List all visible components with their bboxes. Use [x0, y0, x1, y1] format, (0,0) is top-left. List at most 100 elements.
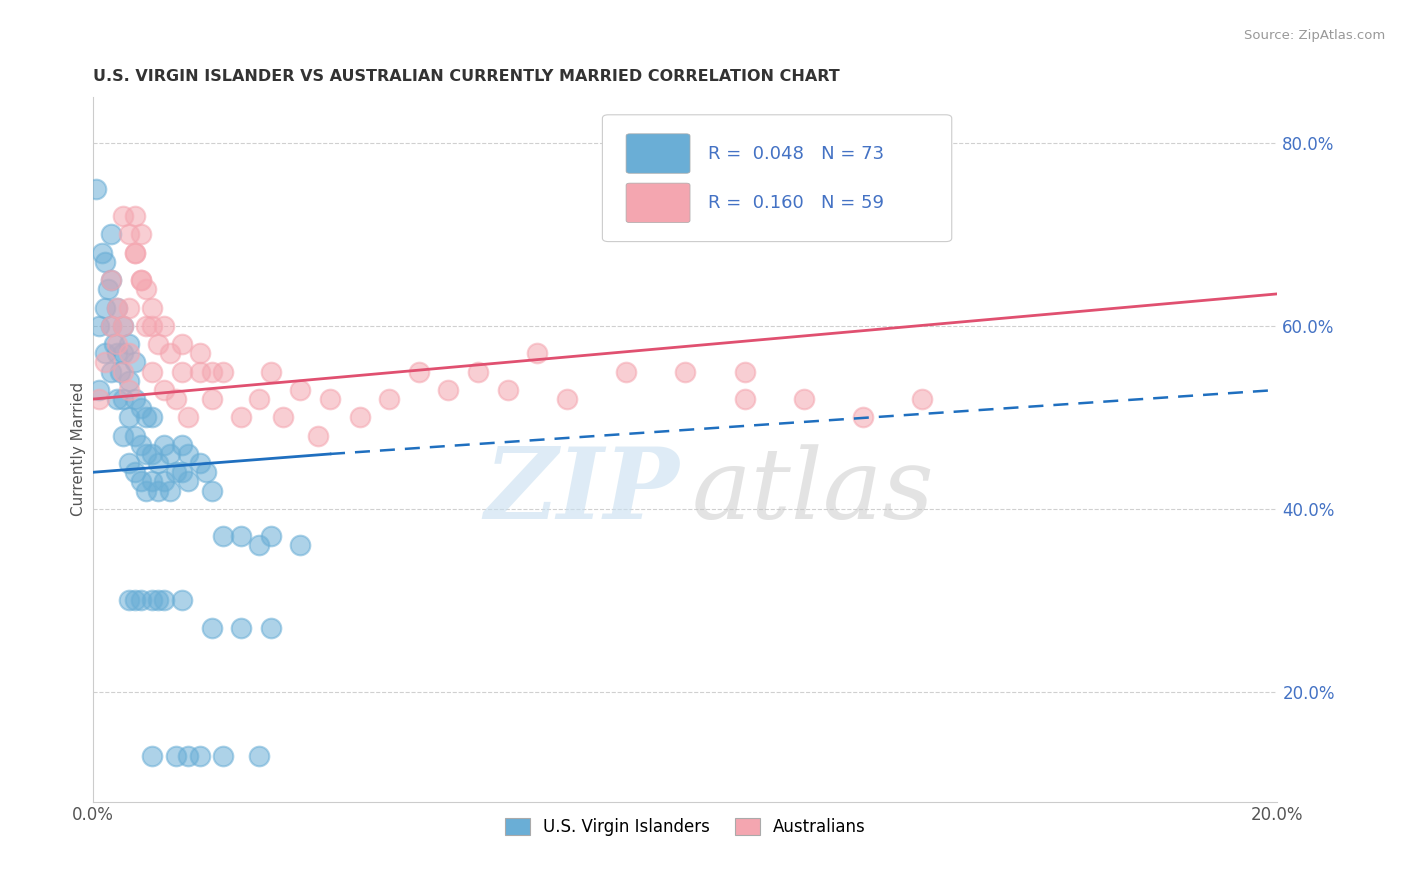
Point	[148, 456, 170, 470]
Point	[129, 273, 152, 287]
Point	[159, 483, 181, 498]
Point	[177, 410, 200, 425]
Point	[118, 301, 141, 315]
Point	[141, 748, 163, 763]
Point	[124, 465, 146, 479]
Point	[911, 392, 934, 406]
Point	[201, 621, 224, 635]
Point	[271, 410, 294, 425]
Point	[247, 538, 270, 552]
Point	[201, 392, 224, 406]
Point	[141, 447, 163, 461]
Point	[129, 438, 152, 452]
Point	[111, 318, 134, 333]
Point	[793, 392, 815, 406]
Point	[165, 748, 187, 763]
Point	[260, 365, 283, 379]
Point	[188, 365, 211, 379]
Point	[124, 245, 146, 260]
Point	[118, 374, 141, 388]
Point	[94, 255, 117, 269]
Text: R =  0.160   N = 59: R = 0.160 N = 59	[707, 194, 884, 211]
Point	[437, 383, 460, 397]
Point	[188, 748, 211, 763]
Point	[170, 465, 193, 479]
Point	[188, 346, 211, 360]
FancyBboxPatch shape	[626, 183, 690, 223]
Point	[105, 301, 128, 315]
Point	[111, 428, 134, 442]
Point	[129, 475, 152, 489]
Point	[87, 383, 110, 397]
Point	[467, 365, 489, 379]
Point	[165, 465, 187, 479]
Point	[97, 282, 120, 296]
Point	[100, 365, 122, 379]
Point	[111, 318, 134, 333]
Point	[111, 346, 134, 360]
Point	[118, 456, 141, 470]
Point	[177, 748, 200, 763]
Point	[118, 227, 141, 242]
Point	[852, 410, 875, 425]
Point	[105, 337, 128, 351]
Point	[124, 355, 146, 369]
Text: ZIP: ZIP	[485, 443, 679, 540]
Point	[177, 447, 200, 461]
Point	[734, 365, 756, 379]
Point	[170, 438, 193, 452]
Point	[100, 318, 122, 333]
Point	[148, 593, 170, 607]
Point	[124, 209, 146, 223]
Point	[247, 392, 270, 406]
Point	[153, 475, 176, 489]
Point	[135, 410, 157, 425]
Point	[124, 428, 146, 442]
FancyBboxPatch shape	[602, 115, 952, 242]
Point	[247, 748, 270, 763]
Point	[212, 365, 235, 379]
Point	[148, 483, 170, 498]
Point	[319, 392, 342, 406]
FancyBboxPatch shape	[626, 134, 690, 173]
Point	[105, 301, 128, 315]
Point	[141, 410, 163, 425]
Point	[496, 383, 519, 397]
Point	[170, 593, 193, 607]
Point	[118, 410, 141, 425]
Point	[135, 318, 157, 333]
Text: R =  0.048   N = 73: R = 0.048 N = 73	[707, 145, 884, 162]
Point	[153, 593, 176, 607]
Text: U.S. VIRGIN ISLANDER VS AUSTRALIAN CURRENTLY MARRIED CORRELATION CHART: U.S. VIRGIN ISLANDER VS AUSTRALIAN CURRE…	[93, 69, 839, 84]
Point	[526, 346, 548, 360]
Point	[170, 337, 193, 351]
Point	[194, 465, 217, 479]
Text: Source: ZipAtlas.com: Source: ZipAtlas.com	[1244, 29, 1385, 42]
Point	[111, 209, 134, 223]
Point	[153, 318, 176, 333]
Text: atlas: atlas	[692, 444, 934, 540]
Point	[91, 245, 114, 260]
Point	[201, 483, 224, 498]
Point	[108, 365, 131, 379]
Point	[153, 438, 176, 452]
Point	[177, 475, 200, 489]
Point	[111, 365, 134, 379]
Point	[212, 748, 235, 763]
Point	[260, 621, 283, 635]
Point	[94, 346, 117, 360]
Point	[212, 529, 235, 543]
Point	[118, 383, 141, 397]
Point	[135, 447, 157, 461]
Point	[100, 273, 122, 287]
Point	[153, 383, 176, 397]
Point	[231, 410, 253, 425]
Point	[100, 318, 122, 333]
Point	[84, 182, 107, 196]
Point	[307, 428, 329, 442]
Point	[408, 365, 430, 379]
Point	[129, 401, 152, 416]
Point	[290, 383, 312, 397]
Point	[290, 538, 312, 552]
Point	[111, 392, 134, 406]
